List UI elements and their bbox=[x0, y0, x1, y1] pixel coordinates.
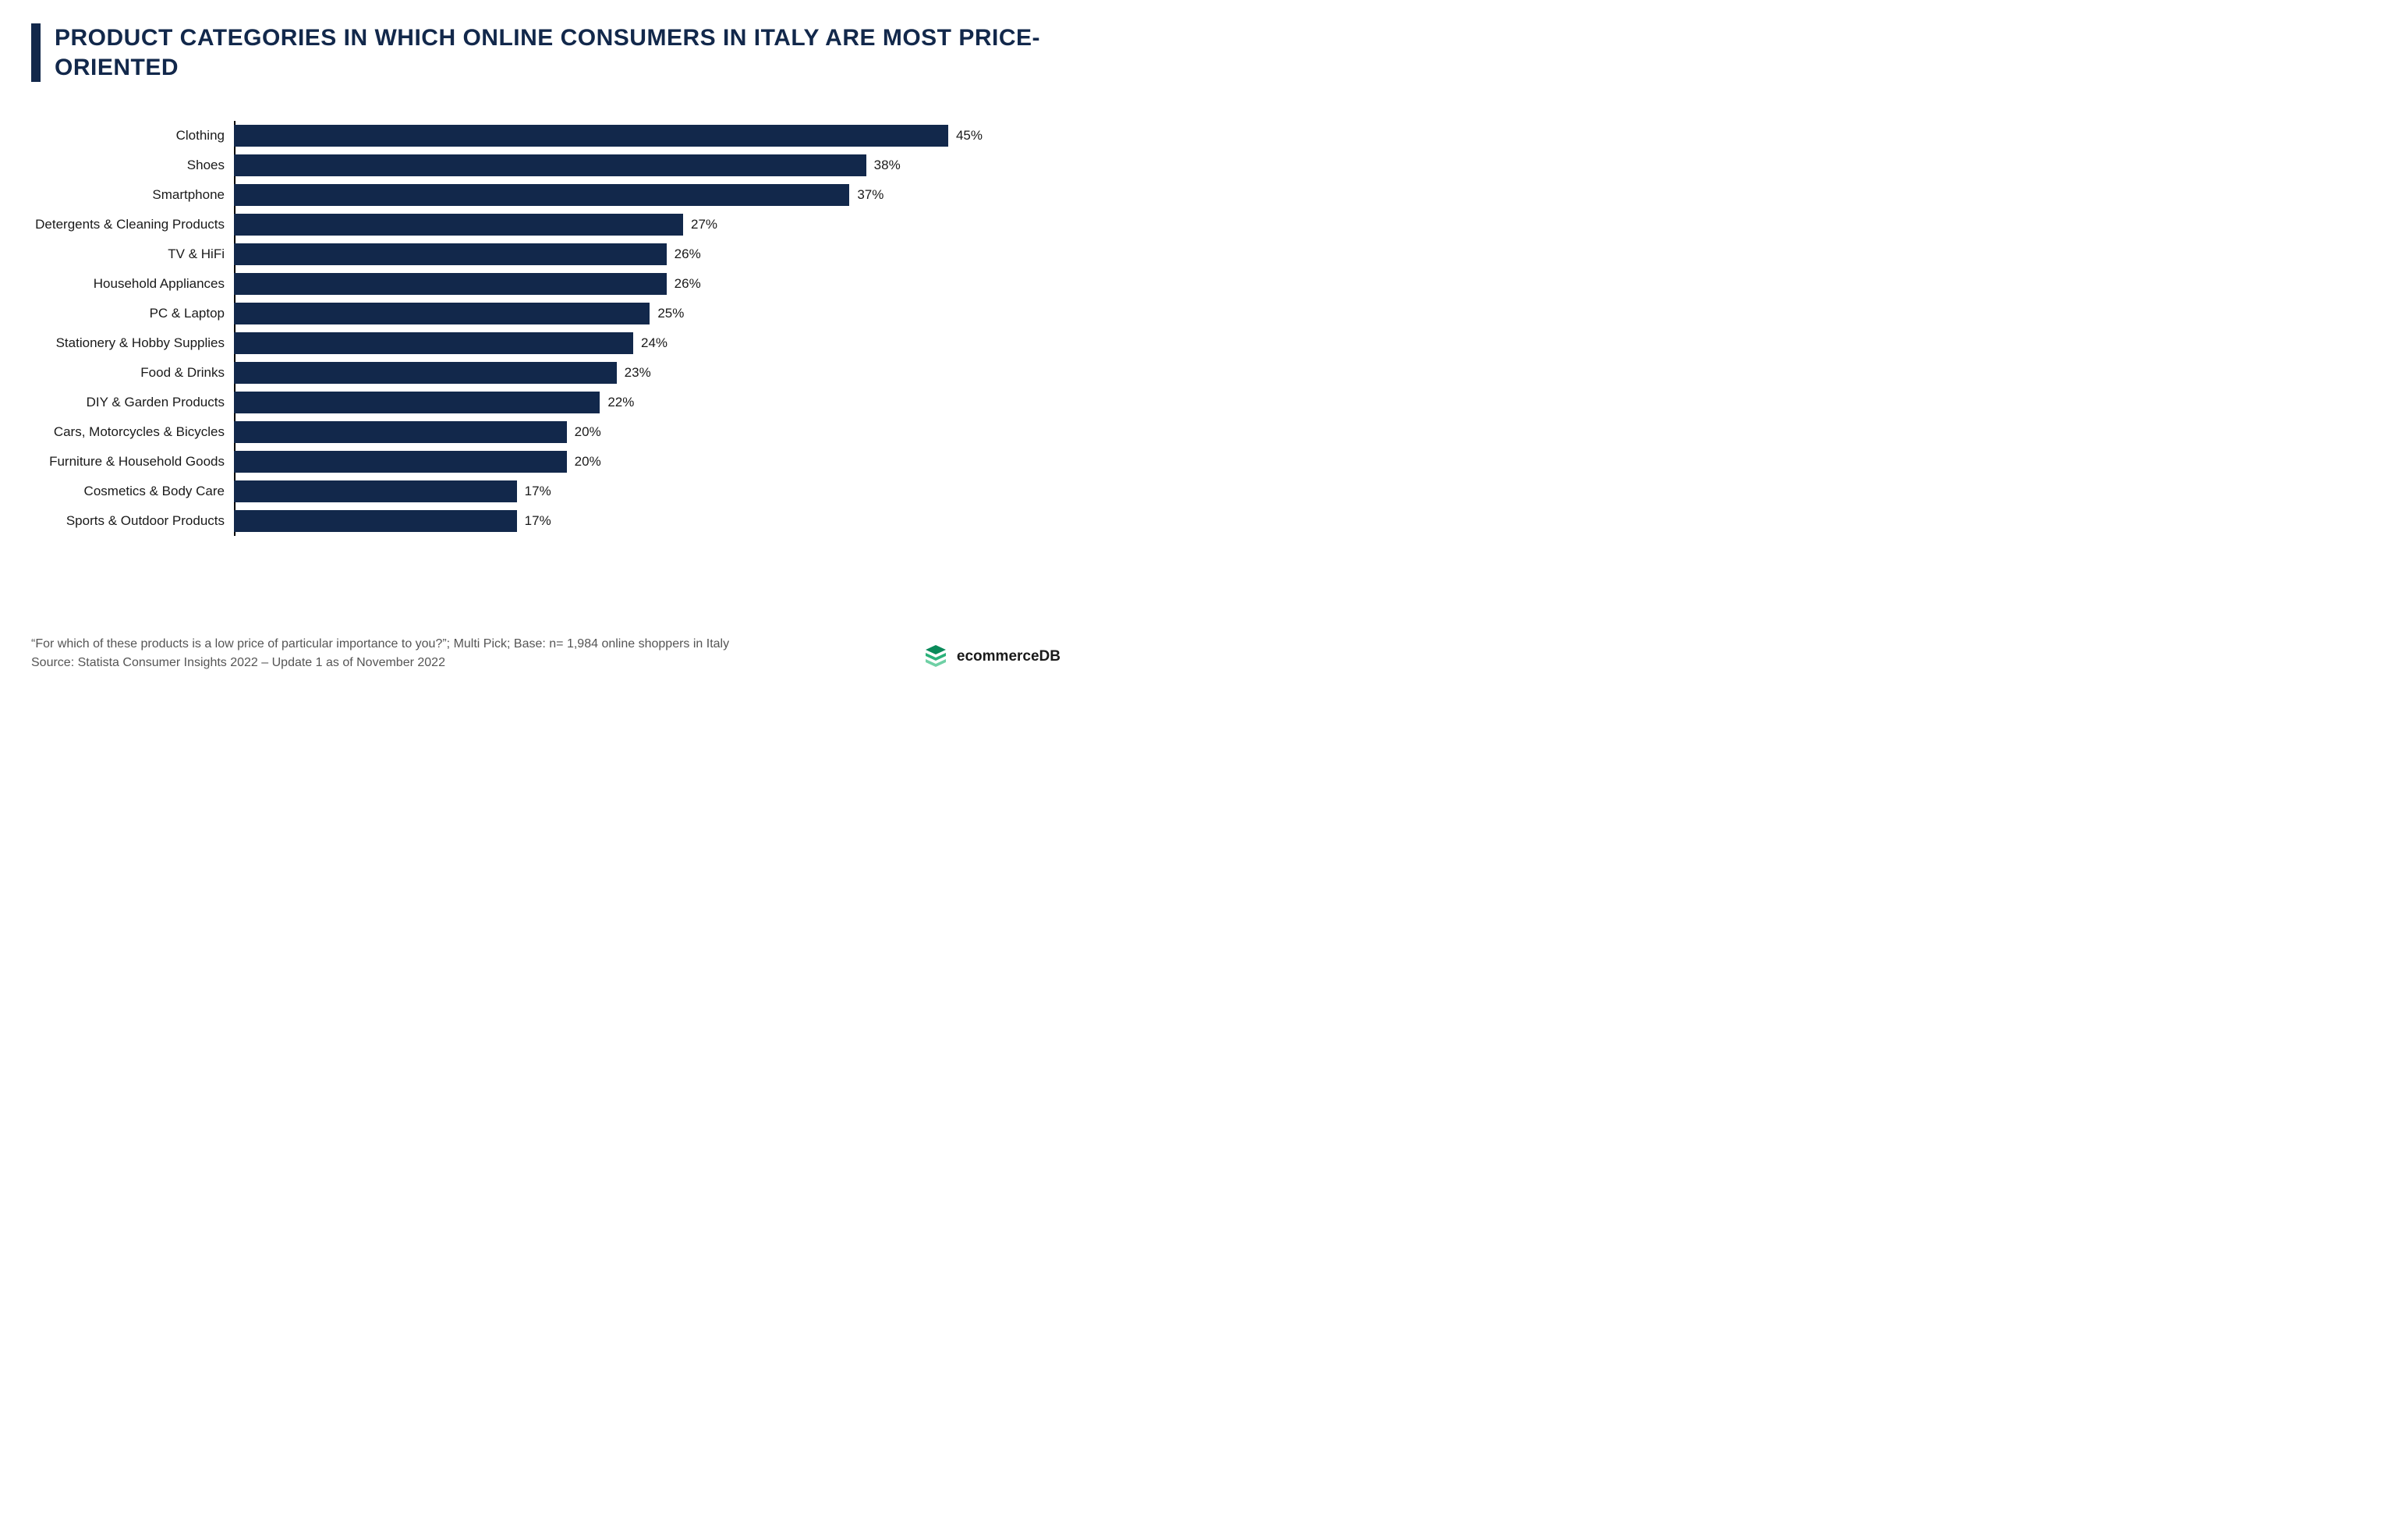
bar-row: Shoes38% bbox=[234, 151, 983, 180]
bar-row: DIY & Garden Products22% bbox=[234, 388, 983, 417]
bar-track: 22% bbox=[234, 388, 983, 417]
bar-chart: Clothing45%Shoes38%Smartphone37%Detergen… bbox=[234, 121, 983, 536]
bar-row: Cosmetics & Body Care17% bbox=[234, 477, 983, 506]
bar-category-label: TV & HiFi bbox=[168, 246, 234, 262]
bar-row: Cars, Motorcycles & Bicycles20% bbox=[234, 417, 983, 447]
bar-row: Clothing45% bbox=[234, 121, 983, 151]
bar-row: Furniture & Household Goods20% bbox=[234, 447, 983, 477]
bar-category-label: Clothing bbox=[176, 128, 234, 144]
bar-fill bbox=[234, 125, 948, 147]
bar-row: Household Appliances26% bbox=[234, 269, 983, 299]
bar-fill bbox=[234, 510, 517, 532]
footnote-text: “For which of these products is a low pr… bbox=[31, 636, 811, 653]
bar-value-label: 17% bbox=[525, 484, 551, 499]
bar-track: 20% bbox=[234, 417, 983, 447]
chart-title: PRODUCT CATEGORIES IN WHICH ONLINE CONSU… bbox=[55, 23, 1061, 82]
bar-row: PC & Laptop25% bbox=[234, 299, 983, 328]
bar-category-label: Shoes bbox=[187, 158, 234, 173]
bar-fill bbox=[234, 243, 667, 265]
bar-row: TV & HiFi26% bbox=[234, 239, 983, 269]
bar-track: 17% bbox=[234, 477, 983, 506]
bar-fill bbox=[234, 362, 617, 384]
bar-row: Food & Drinks23% bbox=[234, 358, 983, 388]
bar-value-label: 20% bbox=[575, 424, 601, 440]
bar-value-label: 22% bbox=[607, 395, 634, 410]
bar-fill bbox=[234, 154, 866, 176]
bar-fill bbox=[234, 214, 683, 236]
bar-value-label: 23% bbox=[625, 365, 651, 381]
bar-track: 25% bbox=[234, 299, 983, 328]
bar-category-label: Cars, Motorcycles & Bicycles bbox=[54, 424, 234, 440]
bar-value-label: 38% bbox=[874, 158, 901, 173]
bar-category-label: DIY & Garden Products bbox=[87, 395, 234, 410]
bar-fill bbox=[234, 273, 667, 295]
bar-value-label: 25% bbox=[657, 306, 684, 321]
bar-fill bbox=[234, 451, 567, 473]
title-accent-bar bbox=[31, 23, 41, 82]
bar-value-label: 26% bbox=[675, 246, 701, 262]
bar-category-label: Food & Drinks bbox=[140, 365, 234, 381]
chart-footer: “For which of these products is a low pr… bbox=[31, 636, 1061, 670]
bar-value-label: 24% bbox=[641, 335, 668, 351]
bar-track: 17% bbox=[234, 506, 983, 536]
bar-track: 27% bbox=[234, 210, 983, 239]
brand-logo-text: ecommerceDB bbox=[957, 648, 1061, 665]
bar-track: 38% bbox=[234, 151, 983, 180]
bar-category-label: Household Appliances bbox=[94, 276, 234, 292]
bar-track: 24% bbox=[234, 328, 983, 358]
bar-category-label: PC & Laptop bbox=[150, 306, 234, 321]
bar-track: 23% bbox=[234, 358, 983, 388]
bar-fill bbox=[234, 421, 567, 443]
bar-value-label: 20% bbox=[575, 454, 601, 470]
bar-category-label: Smartphone bbox=[152, 187, 234, 203]
bar-category-label: Furniture & Household Goods bbox=[49, 454, 234, 470]
bar-fill bbox=[234, 392, 600, 413]
bar-category-label: Stationery & Hobby Supplies bbox=[56, 335, 234, 351]
bar-track: 26% bbox=[234, 269, 983, 299]
bar-track: 45% bbox=[234, 121, 983, 151]
chart-title-block: PRODUCT CATEGORIES IN WHICH ONLINE CONSU… bbox=[31, 23, 1061, 82]
bar-fill bbox=[234, 480, 517, 502]
bar-value-label: 27% bbox=[691, 217, 717, 232]
bar-row: Sports & Outdoor Products17% bbox=[234, 506, 983, 536]
brand-logo: ecommerceDB bbox=[922, 644, 1061, 670]
bar-row: Smartphone37% bbox=[234, 180, 983, 210]
bar-row: Stationery & Hobby Supplies24% bbox=[234, 328, 983, 358]
bar-fill bbox=[234, 184, 849, 206]
bar-fill bbox=[234, 303, 650, 324]
bar-row: Detergents & Cleaning Products27% bbox=[234, 210, 983, 239]
bar-track: 37% bbox=[234, 180, 983, 210]
bar-track: 26% bbox=[234, 239, 983, 269]
bar-track: 20% bbox=[234, 447, 983, 477]
bar-value-label: 26% bbox=[675, 276, 701, 292]
source-text: Source: Statista Consumer Insights 2022 … bbox=[31, 656, 1061, 670]
brand-logo-icon bbox=[922, 644, 949, 670]
bar-category-label: Detergents & Cleaning Products bbox=[35, 217, 234, 232]
bar-category-label: Sports & Outdoor Products bbox=[66, 513, 234, 529]
bar-value-label: 17% bbox=[525, 513, 551, 529]
bar-value-label: 37% bbox=[857, 187, 884, 203]
bar-category-label: Cosmetics & Body Care bbox=[84, 484, 234, 499]
bar-value-label: 45% bbox=[956, 128, 983, 144]
bar-fill bbox=[234, 332, 633, 354]
